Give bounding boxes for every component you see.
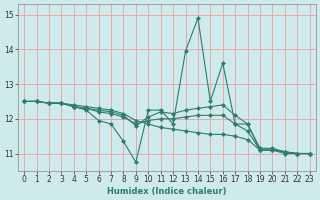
X-axis label: Humidex (Indice chaleur): Humidex (Indice chaleur) [107, 187, 227, 196]
